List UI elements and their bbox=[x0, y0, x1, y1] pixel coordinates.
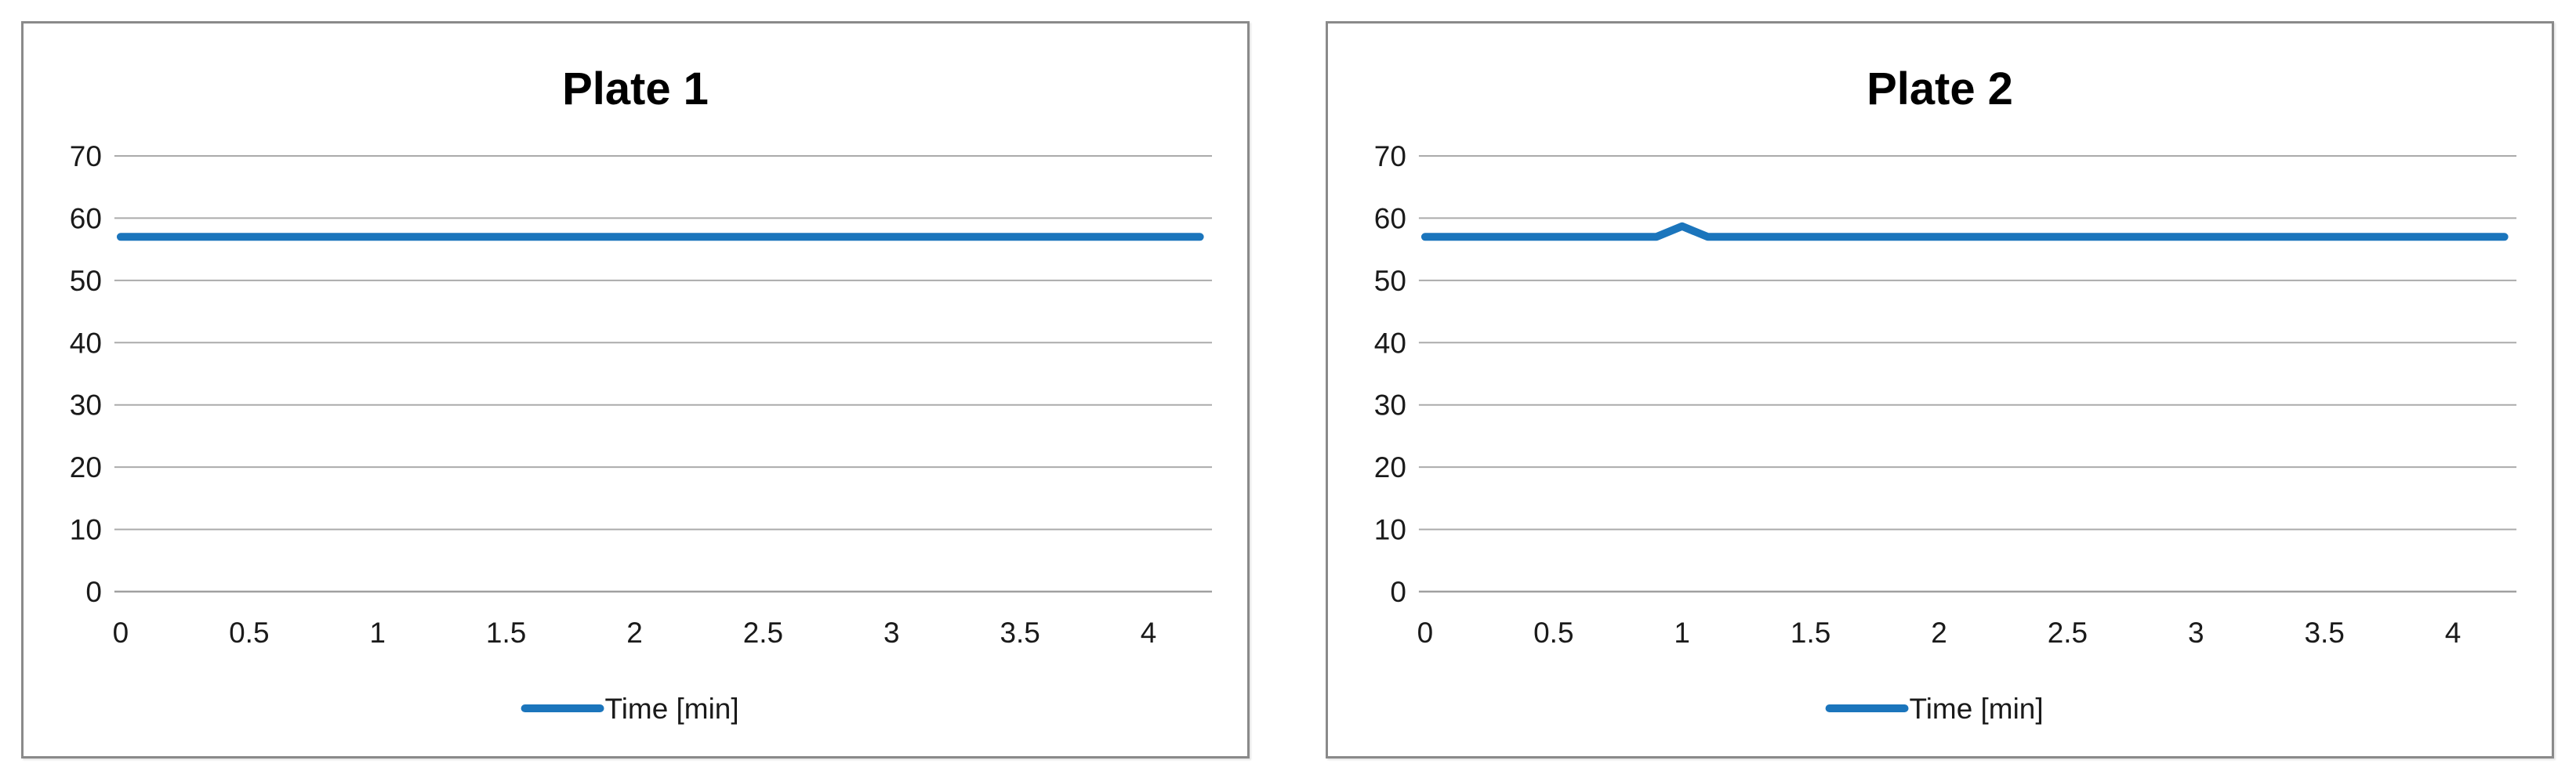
y-tick-label: 20 bbox=[1374, 451, 1406, 483]
x-tick-label: 3 bbox=[2188, 617, 2204, 649]
x-tick-label: 0.5 bbox=[229, 617, 269, 649]
chart-panel-plate-1: Plate 1 0 10 20 30 40 50 60 70 0 0.5 1 1.5 2 2.5 3 3.5 4 T… bbox=[21, 21, 1250, 758]
line-chart-plate-2: Plate 2 0 10 20 30 40 50 60 70 0 0.5 1 1.5 2 2.5 3 3.5 4 T… bbox=[1374, 64, 2517, 725]
x-tick-label: 3.5 bbox=[2304, 617, 2344, 649]
x-tick-label: 1.5 bbox=[486, 617, 526, 649]
x-tick-label: 0.5 bbox=[1533, 617, 1573, 649]
x-tick-label: 0 bbox=[1417, 617, 1434, 649]
x-tick-label: 4 bbox=[1141, 617, 1157, 649]
x-tick-label: 1.5 bbox=[1791, 617, 1830, 649]
y-tick-label: 10 bbox=[1374, 514, 1406, 546]
y-tick-label: 70 bbox=[1374, 140, 1406, 172]
line-chart-plate-1: Plate 1 0 10 20 30 40 50 60 70 0 0.5 1 1.5 2 2.5 3 3.5 4 T… bbox=[70, 64, 1213, 725]
y-tick-label: 50 bbox=[70, 265, 102, 297]
y-tick-label: 30 bbox=[1374, 389, 1406, 422]
legend-label: Time [min] bbox=[1910, 693, 2044, 725]
chart-panel-plate-2: Plate 2 0 10 20 30 40 50 60 70 0 0.5 1 1.5 2 2.5 3 3.5 4 T… bbox=[1326, 21, 2554, 758]
x-tick-label: 4 bbox=[2445, 617, 2462, 649]
x-tick-label: 1 bbox=[369, 617, 386, 649]
y-tick-label: 0 bbox=[85, 576, 102, 608]
y-tick-label: 40 bbox=[70, 327, 102, 359]
chart-title: Plate 2 bbox=[1867, 64, 2013, 114]
x-tick-label: 3 bbox=[883, 617, 900, 649]
y-tick-label: 10 bbox=[70, 514, 102, 546]
x-tick-label: 3.5 bbox=[1000, 617, 1039, 649]
x-tick-label: 2.5 bbox=[2048, 617, 2088, 649]
y-tick-label: 20 bbox=[70, 451, 102, 483]
y-tick-label: 60 bbox=[1374, 202, 1406, 234]
x-tick-label: 2.5 bbox=[743, 617, 783, 649]
y-tick-label: 50 bbox=[1374, 265, 1406, 297]
x-tick-label: 1 bbox=[1674, 617, 1690, 649]
x-tick-label: 2 bbox=[1931, 617, 1947, 649]
legend-label: Time [min] bbox=[605, 693, 739, 725]
y-tick-label: 70 bbox=[70, 140, 102, 172]
series-line bbox=[1420, 222, 2509, 241]
y-tick-label: 40 bbox=[1374, 327, 1406, 359]
y-tick-label: 60 bbox=[70, 202, 102, 234]
x-tick-label: 0 bbox=[113, 617, 129, 649]
y-tick-label: 30 bbox=[70, 389, 102, 422]
chart-title: Plate 1 bbox=[562, 64, 709, 114]
x-tick-label: 2 bbox=[626, 617, 643, 649]
y-tick-label: 0 bbox=[1390, 576, 1406, 608]
